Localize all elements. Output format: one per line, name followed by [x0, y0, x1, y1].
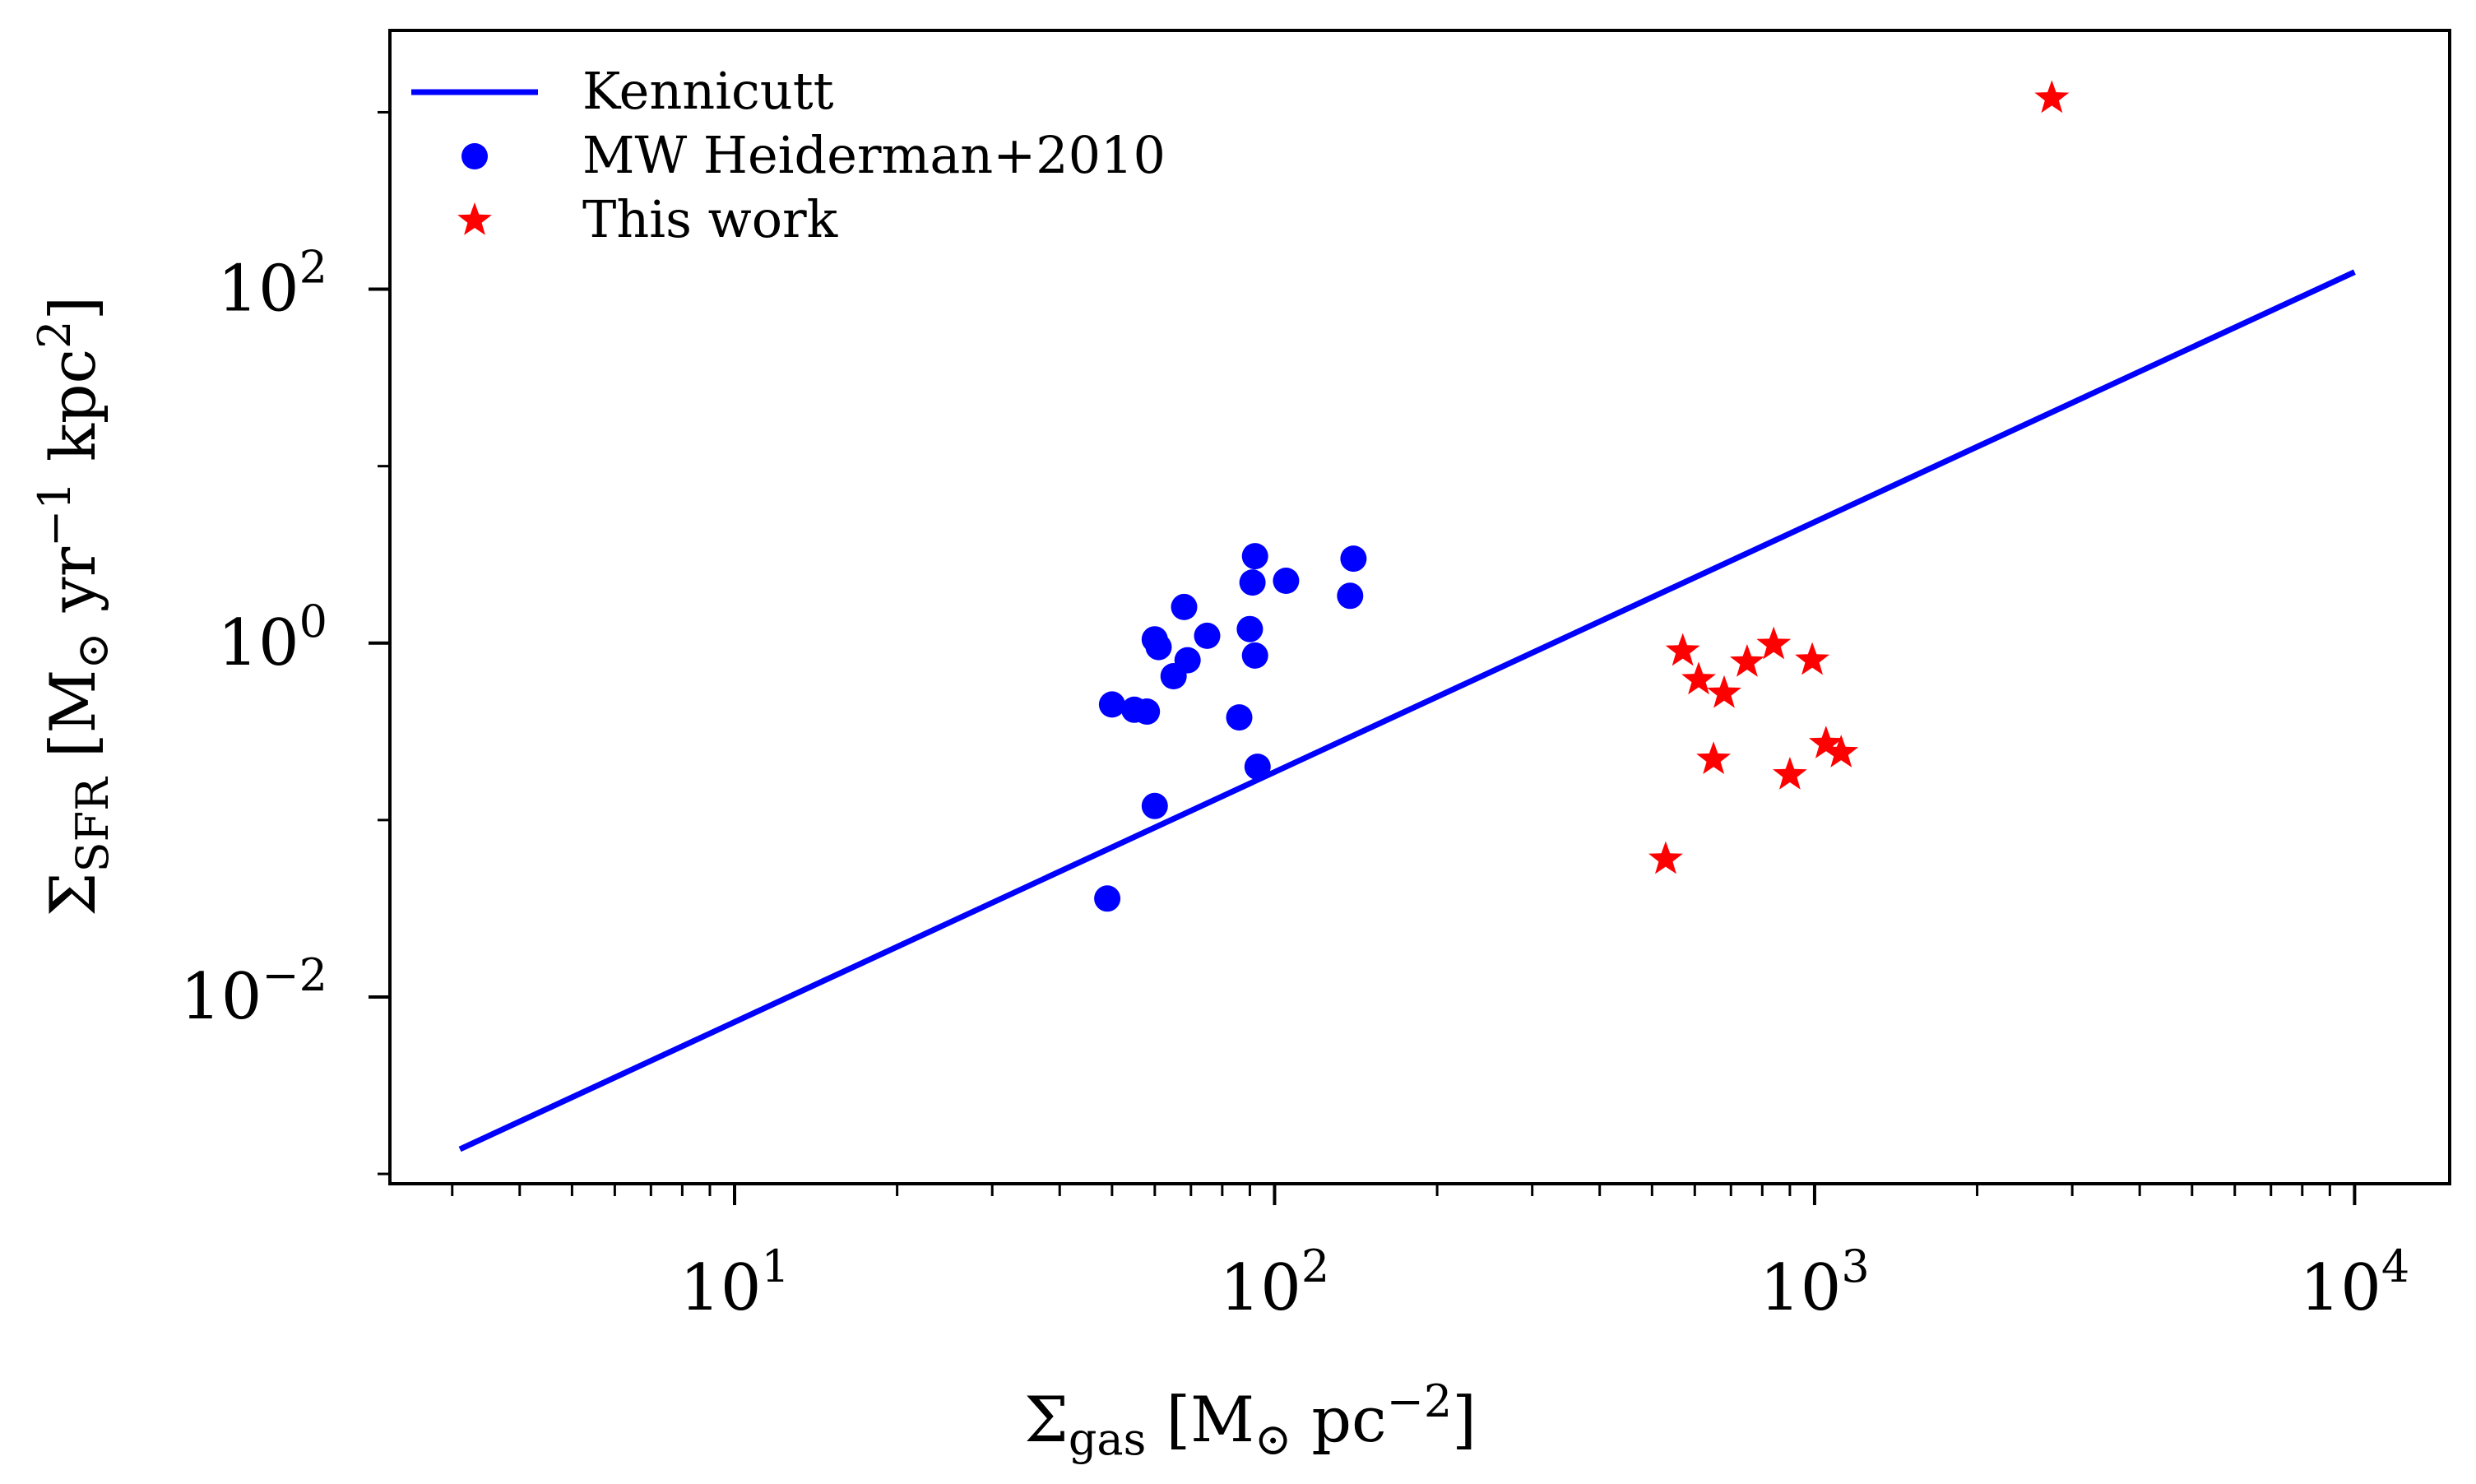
data-point-this-work: [1681, 661, 1716, 695]
axis-labels: Σgas [M⊙ pc−2] ΣSFR [M⊙ yr−1 kpc2]: [29, 296, 1477, 1465]
y-tick-label: 10−2: [180, 949, 327, 1034]
data-point-heiderman: [1194, 622, 1221, 649]
data-point-this-work: [1648, 841, 1683, 874]
series-line-kennicutt: [458, 269, 2356, 1152]
x-tick-label: 101: [679, 1241, 790, 1325]
data-point-heiderman: [1241, 543, 1268, 570]
data-point-this-work: [1808, 726, 1843, 758]
data-point-this-work: [1795, 642, 1829, 675]
data-point-heiderman: [1145, 633, 1172, 661]
legend-swatch-circle: [461, 143, 488, 169]
x-tick-label: 104: [2300, 1241, 2410, 1325]
data-point-this-work: [1773, 757, 1807, 790]
x-tick-label: 103: [1760, 1241, 1870, 1325]
legend-label: This work: [582, 189, 838, 249]
data-point-heiderman: [1241, 642, 1268, 669]
data-point-heiderman: [1141, 792, 1168, 819]
data-point-heiderman: [1236, 615, 1264, 642]
data-point-heiderman: [1098, 691, 1125, 718]
data-point-heiderman: [1226, 704, 1253, 731]
legend-label: Kennicutt: [582, 61, 834, 121]
data-point-this-work: [1756, 626, 1792, 660]
data-point-heiderman: [1340, 545, 1367, 573]
legend-swatch-star: [457, 202, 492, 235]
data-point-heiderman: [1134, 698, 1161, 725]
y-tick-label: 100: [217, 596, 327, 680]
data-point-this-work: [1665, 633, 1700, 666]
data-point-heiderman: [1337, 582, 1364, 610]
data-point-heiderman: [1094, 885, 1121, 912]
x-tick-label: 102: [1220, 1241, 1330, 1325]
data-point-this-work: [1707, 675, 1741, 708]
data-point-heiderman: [1171, 593, 1198, 620]
data-point-this-work: [1824, 735, 1859, 768]
plot-frame: [388, 29, 2451, 1185]
plot-layer: [458, 80, 2356, 1152]
data-point-this-work: [2034, 80, 2070, 114]
data-point-this-work: [1730, 644, 1764, 677]
x-axis-label: Σgas [M⊙ pc−2]: [1024, 1375, 1477, 1465]
data-point-heiderman: [1273, 568, 1300, 594]
y-tick-label: 102: [217, 242, 327, 327]
data-point-heiderman: [1244, 754, 1271, 781]
data-point-heiderman: [1160, 663, 1187, 689]
data-point-this-work: [1696, 741, 1731, 774]
axis-layer: 101 102 103 104 10−2 100 102: [180, 110, 2410, 1325]
data-point-heiderman: [1239, 569, 1266, 596]
y-axis-label: ΣSFR [M⊙ yr−1 kpc2]: [29, 296, 118, 916]
legend-label: MW Heiderman+2010: [582, 125, 1166, 185]
